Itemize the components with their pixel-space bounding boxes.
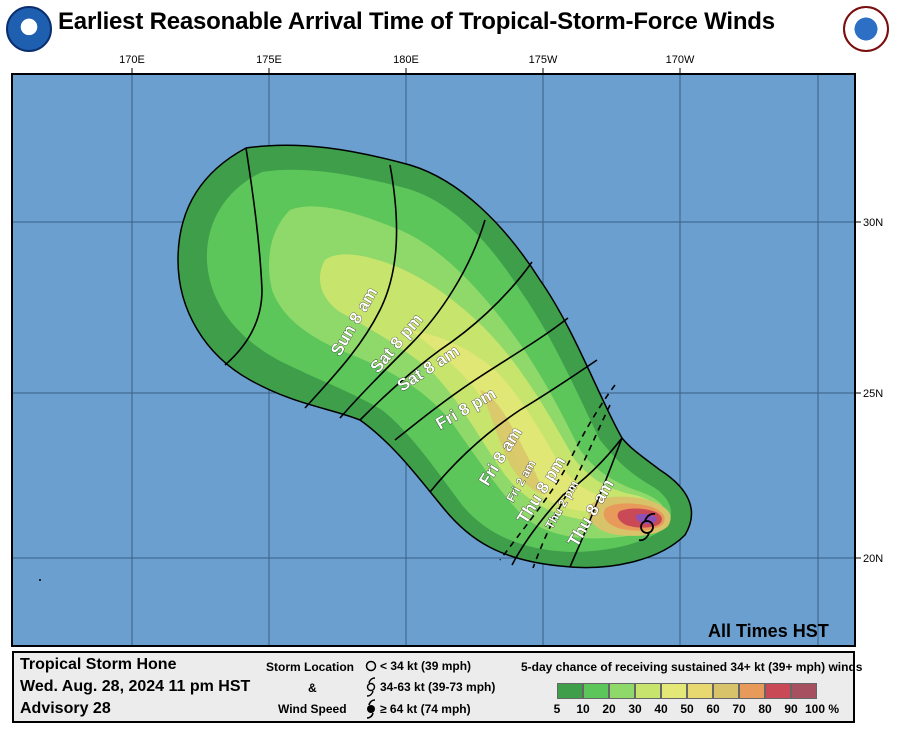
symbol-label: < 34 kt (39 mph) — [380, 659, 472, 673]
probability-swatch — [557, 683, 583, 699]
probability-swatch — [635, 683, 661, 699]
time-zone-note: All Times HST — [708, 621, 829, 641]
lon-label: 170E — [119, 54, 145, 66]
probability-label: 70 — [732, 702, 746, 716]
lon-label: 175E — [256, 54, 282, 66]
probability-label: 50 — [680, 702, 694, 716]
probability-label: 30 — [628, 702, 642, 716]
advisory-number: Advisory 28 — [20, 700, 111, 717]
probability-swatch — [609, 683, 635, 699]
symbol-label: 34-63 kt (39-73 mph) — [380, 680, 496, 694]
probability-swatch — [791, 683, 817, 699]
probability-label: 90 — [784, 702, 798, 716]
lon-label: 180E — [393, 54, 419, 66]
probability-label: 10 — [576, 702, 590, 716]
probability-label: 5 — [553, 702, 561, 716]
arrival-contours — [224, 147, 623, 569]
probability-swatch — [687, 683, 713, 699]
tropical-storm-icon — [638, 512, 656, 542]
lat-label: 20N — [863, 553, 883, 565]
storm-location-label: Storm Location — [266, 660, 355, 674]
noaa-logo — [6, 6, 52, 52]
probability-swatch — [713, 683, 739, 699]
probability-swatch — [661, 683, 687, 699]
probability-swatch — [583, 683, 609, 699]
probability-label: 60 — [706, 702, 720, 716]
island-dot — [39, 579, 41, 581]
lat-label: 25N — [863, 388, 883, 400]
wind-speed-label: Wind Speed — [278, 702, 347, 716]
tropical-storm-icon — [366, 677, 376, 697]
amp-label: & — [308, 681, 317, 695]
circle-icon — [365, 660, 377, 672]
symbol-icons — [365, 660, 377, 719]
probability-swatch — [765, 683, 791, 699]
probability-label: 40 — [654, 702, 668, 716]
storm-name: Tropical Storm Hone — [20, 656, 177, 673]
symbol-label: ≥ 64 kt (74 mph) — [380, 702, 471, 716]
probability-title: 5-day chance of receiving sustained 34+ … — [521, 660, 863, 674]
legend: Tropical Storm Hone Wed. Aug. 28, 2024 1… — [12, 651, 862, 723]
probability-label: 20 — [602, 702, 616, 716]
page-title: Earliest Reasonable Arrival Time of Trop… — [58, 8, 775, 35]
probability-swatch — [739, 683, 765, 699]
hurricane-icon — [366, 699, 376, 719]
lon-label: 170W — [666, 54, 695, 66]
nws-logo — [843, 6, 889, 52]
probability-swath — [177, 144, 693, 569]
lat-label: 30N — [863, 217, 883, 229]
probability-label: 80 — [758, 702, 772, 716]
lon-label: 175W — [529, 54, 558, 66]
ticks — [131, 68, 861, 559]
probability-label: 100 % — [805, 702, 840, 716]
advisory-date: Wed. Aug. 28, 2024 11 pm HST — [20, 678, 251, 695]
